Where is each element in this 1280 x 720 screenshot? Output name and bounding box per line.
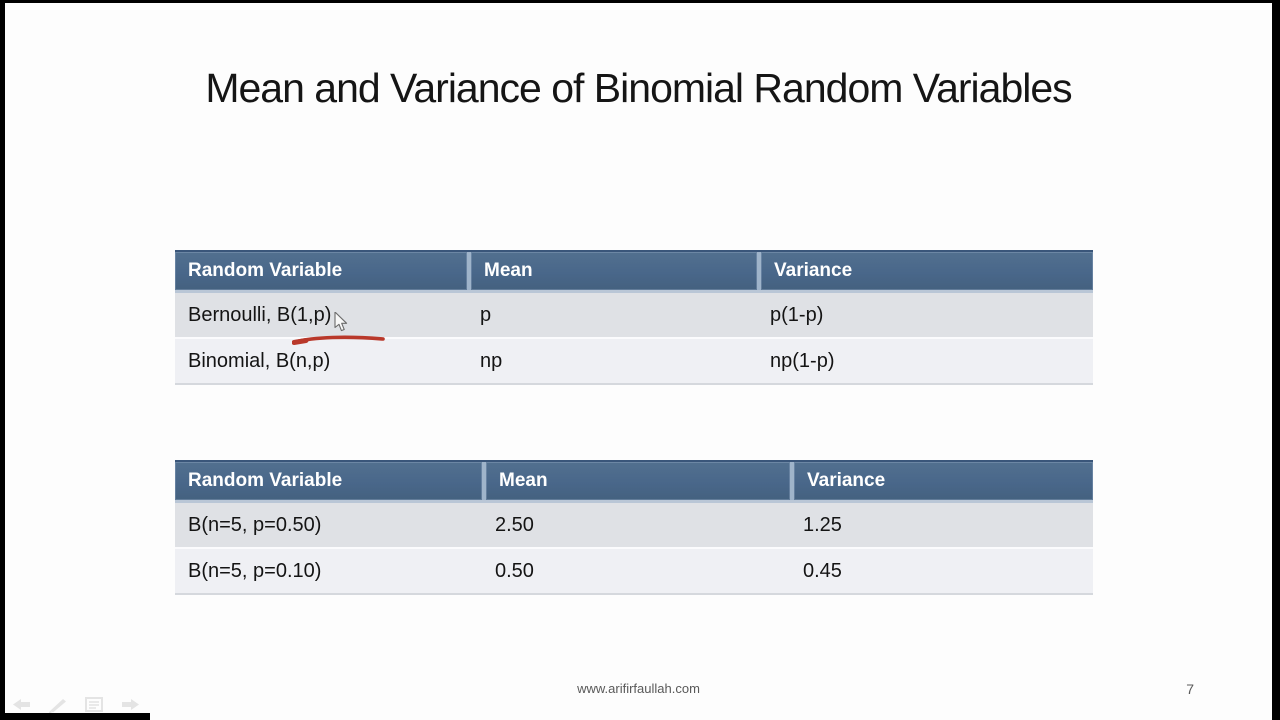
cell-b5-010-mean: 0.50 xyxy=(495,559,534,582)
column-header-variance: Variance xyxy=(790,462,1093,500)
cell-binomial-mean: np xyxy=(480,349,503,372)
cell-bernoulli: Bernoulli, B(1,p) xyxy=(188,303,332,326)
table-row: Binomial, B(n,p) np np(1-p) xyxy=(175,339,1093,385)
table-header-row: Random Variable Mean Variance xyxy=(175,460,1093,503)
table-distribution-formulas: Random Variable Mean Variance Bernoulli,… xyxy=(175,250,1093,385)
next-slide-arrow-icon[interactable] xyxy=(119,696,141,713)
previous-slide-arrow-icon[interactable] xyxy=(11,696,33,713)
slide-title: Mean and Variance of Binomial Random Var… xyxy=(205,65,1072,111)
screen-frame-corner xyxy=(0,713,150,720)
cell-b5-050-variance: 1.25 xyxy=(803,513,842,536)
cell-bernoulli-mean: p xyxy=(480,303,492,326)
column-header-random-variable: Random Variable xyxy=(175,462,482,500)
column-header-mean: Mean xyxy=(482,462,790,500)
pen-tool-icon[interactable] xyxy=(47,696,69,713)
cell-b5-050: B(n=5, p=0.50) xyxy=(188,513,322,536)
table-numeric-examples: Random Variable Mean Variance B(n=5, p=0… xyxy=(175,460,1093,595)
footer-website: www.arifirfaullah.com xyxy=(577,681,700,696)
cell-b5-050-mean: 2.50 xyxy=(495,513,534,536)
table-row: B(n=5, p=0.50) 2.50 1.25 xyxy=(175,503,1093,549)
slide: Mean and Variance of Binomial Random Var… xyxy=(5,3,1272,720)
column-header-random-variable: Random Variable xyxy=(175,252,467,290)
cell-b5-010-variance: 0.45 xyxy=(803,559,842,582)
table-row: B(n=5, p=0.10) 0.50 0.45 xyxy=(175,549,1093,595)
column-header-variance: Variance xyxy=(757,252,1093,290)
cell-bernoulli-variance: p(1-p) xyxy=(770,303,824,326)
cell-b5-010: B(n=5, p=0.10) xyxy=(188,559,322,582)
red-underline-annotation xyxy=(292,335,385,345)
slide-navigator-icon[interactable] xyxy=(83,696,105,713)
table-header-row: Random Variable Mean Variance xyxy=(175,250,1093,293)
presenter-toolbar xyxy=(11,696,141,713)
cell-binomial-variance: np(1-p) xyxy=(770,349,835,372)
column-header-mean: Mean xyxy=(467,252,757,290)
table-row: Bernoulli, B(1,p) p p(1-p) xyxy=(175,293,1093,339)
cell-binomial: Binomial, B(n,p) xyxy=(188,349,331,372)
mouse-cursor-icon xyxy=(334,312,348,332)
slide-page-number: 7 xyxy=(1186,681,1194,697)
